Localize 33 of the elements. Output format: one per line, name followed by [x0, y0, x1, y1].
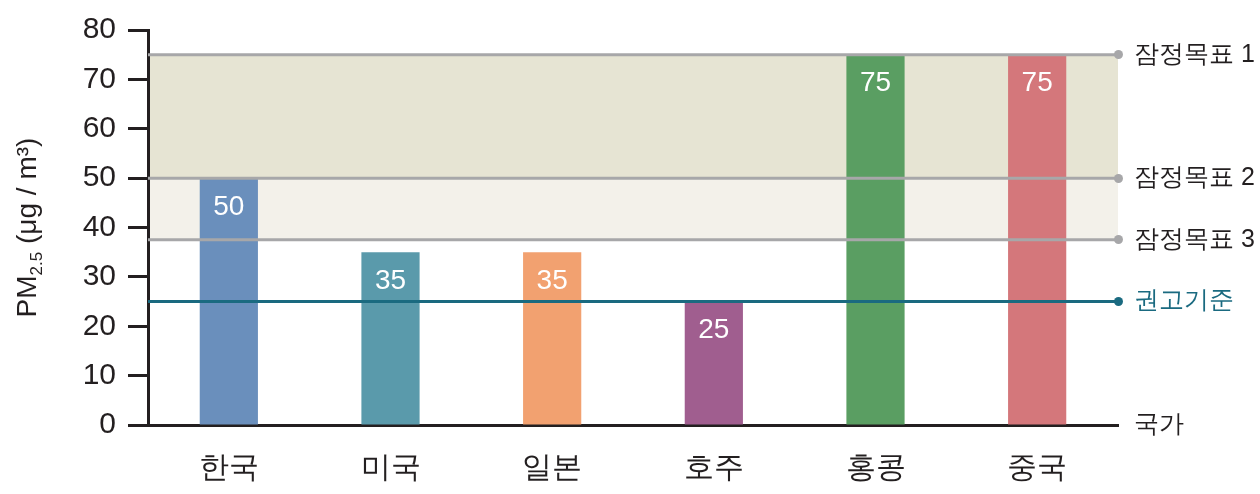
x-axis-title: 국가: [1134, 408, 1184, 437]
y-tick-label: 70: [82, 60, 116, 94]
y-tick-label: 20: [82, 307, 116, 341]
y-tick-label: 30: [82, 258, 116, 292]
bar: [846, 54, 905, 425]
y-tick-label: 80: [82, 11, 116, 45]
y-tick-label: 50: [82, 159, 116, 193]
x-tick-label: 한국: [198, 450, 259, 484]
bar: [684, 301, 743, 425]
data-label: 75: [859, 66, 892, 98]
data-label: 25: [698, 313, 730, 345]
data-label: 35: [374, 263, 407, 295]
data-label: 50: [213, 189, 245, 221]
ref-line-label: 권고기준: [1134, 285, 1234, 314]
y-tick-label: 10: [82, 356, 116, 390]
x-tick-label: 호주: [683, 450, 744, 484]
x-tick-label: 일본: [522, 450, 583, 484]
bar: [199, 178, 258, 425]
ref-line-label: 잠정목표 1: [1134, 38, 1255, 67]
data-label: 35: [536, 263, 568, 295]
x-tick-label: 홍콩: [845, 450, 906, 484]
bar: [361, 252, 420, 425]
data-label: 75: [1021, 66, 1053, 98]
x-tick-label: 중국: [1007, 450, 1068, 484]
ref-line-label: 잠정목표 3: [1134, 223, 1255, 252]
y-tick-label: 0: [99, 406, 116, 440]
y-tick-label: 60: [82, 110, 116, 144]
bar: [1008, 54, 1067, 425]
ref-line-label: 잠정목표 2: [1134, 162, 1255, 191]
y-tick-label: 40: [82, 208, 116, 242]
bar: [523, 252, 582, 425]
x-tick-label: 미국: [360, 450, 421, 484]
y-axis-title: PM2.5 (μg / m³): [11, 137, 47, 318]
